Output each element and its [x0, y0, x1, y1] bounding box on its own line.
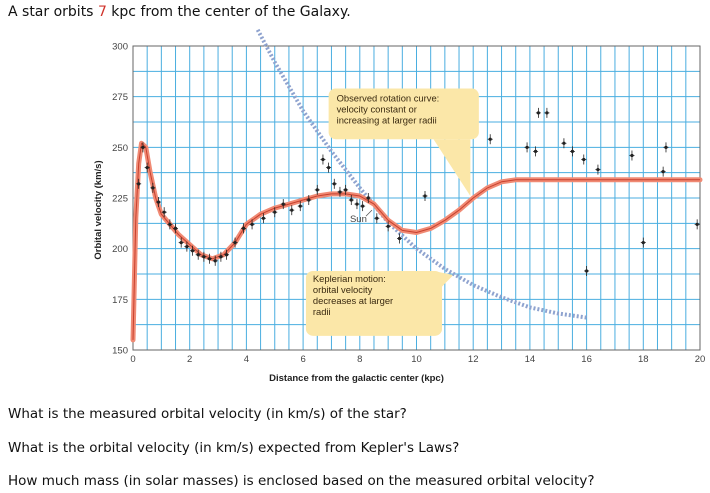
- x-tick-label: 0: [130, 354, 135, 365]
- data-point: [630, 153, 634, 158]
- observed-callout-box: [328, 88, 479, 140]
- data-point: [361, 204, 365, 208]
- y-tick-label: 250: [112, 143, 128, 154]
- x-tick-label: 14: [525, 354, 536, 365]
- y-tick-label: 200: [112, 244, 128, 255]
- data-point: [307, 198, 311, 202]
- data-point: [213, 259, 217, 263]
- data-point: [179, 240, 183, 245]
- sun-leader: [365, 209, 373, 217]
- data-point: [185, 245, 189, 249]
- data-point: [332, 182, 336, 186]
- question-measured-velocity: What is the measured orbital velocity (i…: [8, 406, 407, 422]
- data-point: [386, 224, 390, 228]
- intro-text-before: A star orbits: [8, 4, 98, 20]
- data-point: [375, 216, 379, 220]
- data-point: [168, 222, 172, 226]
- x-tick-label: 8: [357, 354, 362, 365]
- data-point: [273, 210, 277, 214]
- data-point: [173, 226, 178, 230]
- question-keplerian-velocity: What is the orbital velocity (in km/s) e…: [8, 440, 460, 456]
- keplerian-curve: [255, 28, 587, 320]
- keplerian-callout-text: Keplerian motion:: [313, 273, 386, 284]
- data-point: [321, 157, 325, 162]
- y-tick-label: 300: [112, 42, 128, 53]
- data-points: [136, 107, 700, 276]
- data-point: [261, 216, 266, 220]
- x-axis-label: Distance from the galactic center (kpc): [269, 373, 444, 384]
- data-point: [366, 196, 370, 200]
- keplerian-callout-text: radii: [313, 306, 331, 317]
- data-point: [190, 249, 195, 253]
- data-point: [162, 210, 166, 214]
- data-point: [219, 255, 223, 259]
- x-tick-label: 4: [244, 354, 249, 365]
- x-tick-label: 6: [300, 354, 305, 365]
- y-tick-label: 175: [112, 295, 128, 306]
- data-point: [145, 166, 149, 170]
- data-point: [536, 111, 541, 115]
- x-tick-label: 2: [187, 354, 192, 365]
- observed-callout-pointer: [433, 139, 471, 196]
- keplerian-callout-text: decreases at larger: [313, 295, 393, 306]
- data-point: [298, 204, 302, 208]
- distance-value: 7: [97, 4, 107, 20]
- data-point: [338, 190, 342, 194]
- x-tick-label: 20: [695, 354, 706, 365]
- x-tick-label: 18: [638, 354, 649, 365]
- y-axis-label: Orbital velocity (km/s): [93, 160, 104, 259]
- data-point: [582, 157, 586, 162]
- x-tick-label: 10: [411, 354, 422, 365]
- data-point: [349, 198, 353, 202]
- question-enclosed-mass: How much mass (in solar masses) is enclo…: [8, 473, 595, 489]
- data-point: [488, 137, 492, 141]
- plot-frame: [132, 45, 701, 351]
- data-point: [664, 145, 668, 149]
- data-point: [327, 166, 331, 170]
- x-tick-label: 12: [468, 354, 479, 365]
- data-point: [202, 255, 206, 259]
- data-point: [355, 202, 359, 206]
- data-point: [151, 186, 155, 190]
- data-point: [250, 222, 254, 226]
- problem-statement: A star orbits 7 kpc from the center of t…: [8, 4, 351, 20]
- observed-callout-text: Observed rotation curve:: [337, 93, 440, 104]
- y-tick-label: 150: [112, 346, 128, 357]
- data-point: [290, 208, 294, 212]
- x-tick-label: 16: [581, 354, 592, 365]
- data-point: [525, 145, 529, 149]
- data-point: [281, 202, 285, 206]
- data-point: [207, 257, 212, 261]
- data-point: [397, 236, 402, 241]
- data-point: [423, 194, 427, 198]
- data-point: [695, 222, 699, 226]
- data-point: [241, 226, 246, 230]
- rotation-curve-chart: 0 2 4 6 8 10 12 14 16 18 20 150 175 200 225 250 275 300 Di…: [93, 28, 706, 384]
- data-point: [596, 168, 600, 172]
- data-point: [562, 141, 566, 145]
- observed-callout-text: increasing at larger radii: [337, 115, 437, 126]
- data-point: [137, 182, 141, 186]
- data-point: [533, 149, 538, 153]
- rotation-curve-line: [132, 142, 700, 340]
- data-point: [641, 240, 645, 245]
- data-point: [570, 149, 575, 153]
- data-point: [141, 145, 145, 149]
- data-point: [233, 240, 237, 245]
- data-point: [344, 188, 348, 192]
- data-point: [156, 200, 161, 204]
- keplerian-callout-text: orbital velocity: [313, 284, 373, 295]
- data-point: [196, 253, 200, 257]
- y-tick-label: 275: [112, 92, 128, 103]
- data-point: [224, 253, 229, 257]
- data-point: [585, 269, 589, 273]
- data-point: [661, 170, 665, 174]
- intro-text-after: kpc from the center of the Galaxy.: [106, 4, 351, 20]
- sun-label: Sun: [350, 214, 367, 225]
- data-point: [315, 188, 319, 192]
- observed-callout-text: velocity constant or: [337, 104, 417, 115]
- keplerian-callout-box: [305, 270, 443, 336]
- data-point: [545, 111, 549, 115]
- y-tick-label: 225: [112, 194, 128, 205]
